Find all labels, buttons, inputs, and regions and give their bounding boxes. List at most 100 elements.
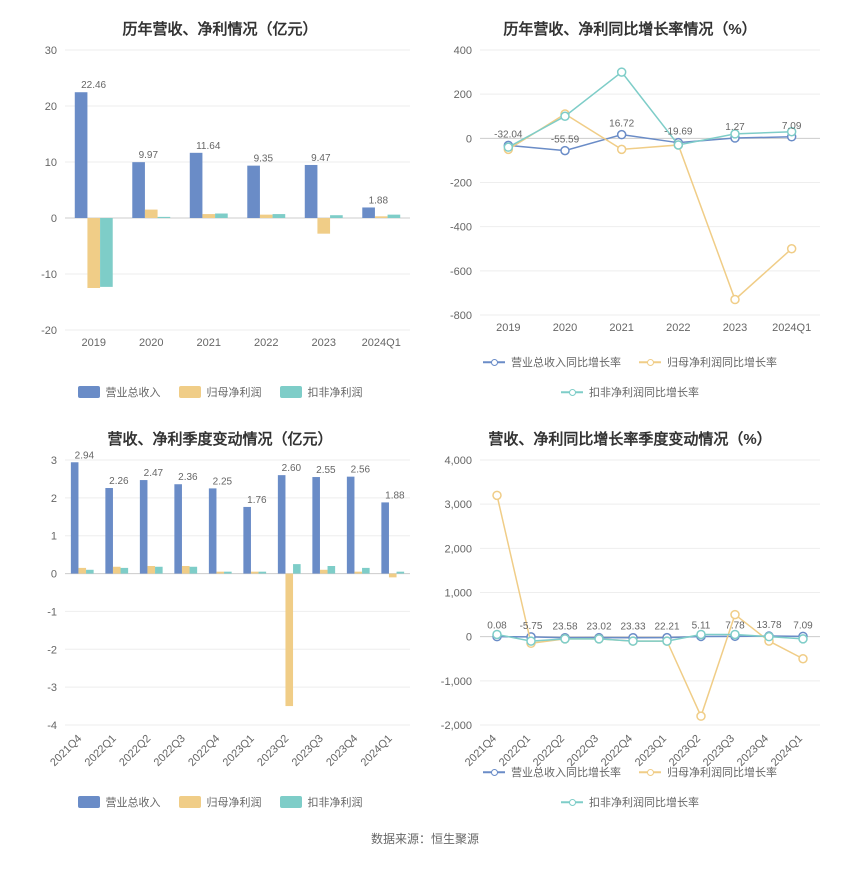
legend-item[interactable]: 营业总收入 — [78, 794, 161, 810]
legend-label: 归母净利润 — [207, 794, 262, 810]
chart-quarterly-revenue-profit: 营收、净利季度变动情况（亿元） -4-3-2-101232.942.262.47… — [20, 420, 420, 820]
svg-text:-32.04: -32.04 — [494, 129, 523, 140]
legend-item[interactable]: 归母净利润 — [179, 384, 262, 400]
svg-text:7.09: 7.09 — [793, 620, 813, 631]
legend-swatch-line — [561, 386, 583, 398]
svg-text:-10: -10 — [41, 269, 57, 281]
svg-text:2020: 2020 — [553, 322, 577, 334]
svg-text:2.26: 2.26 — [109, 476, 129, 487]
legend-swatch-bar — [280, 796, 302, 808]
data-source-label: 数据来源：恒生聚源 — [0, 820, 850, 861]
svg-text:2023Q4: 2023Q4 — [324, 733, 360, 769]
svg-text:-5.75: -5.75 — [520, 621, 543, 632]
svg-text:-400: -400 — [450, 222, 472, 234]
legend-label: 扣非净利润 — [308, 794, 363, 810]
svg-text:2022: 2022 — [254, 337, 278, 349]
svg-text:2022Q2: 2022Q2 — [117, 733, 153, 769]
svg-text:0.08: 0.08 — [487, 621, 507, 632]
legend-item[interactable]: 归母净利润同比增长率 — [639, 764, 777, 780]
legend-item[interactable]: 营业总收入 — [78, 384, 161, 400]
svg-text:22.46: 22.46 — [81, 80, 106, 91]
svg-text:2021Q4: 2021Q4 — [48, 733, 84, 769]
legend-label: 扣非净利润同比增长率 — [589, 794, 699, 810]
legend-swatch-bar — [78, 796, 100, 808]
svg-text:200: 200 — [454, 89, 472, 101]
svg-text:10: 10 — [45, 157, 57, 169]
svg-text:2021: 2021 — [197, 337, 221, 349]
svg-text:-200: -200 — [450, 178, 472, 190]
svg-text:9.35: 9.35 — [254, 154, 274, 165]
legend-item[interactable]: 归母净利润同比增长率 — [639, 354, 777, 370]
svg-text:30: 30 — [45, 45, 57, 57]
svg-text:5.11: 5.11 — [692, 620, 711, 631]
svg-text:2022Q1: 2022Q1 — [83, 733, 119, 769]
svg-text:2022: 2022 — [666, 322, 690, 334]
svg-text:2.36: 2.36 — [178, 472, 198, 483]
svg-text:2.25: 2.25 — [213, 476, 233, 487]
svg-text:2.60: 2.60 — [282, 463, 302, 474]
svg-text:-55.59: -55.59 — [551, 135, 580, 146]
svg-text:2019: 2019 — [82, 337, 106, 349]
legend-item[interactable]: 归母净利润 — [179, 794, 262, 810]
svg-text:3: 3 — [51, 455, 57, 467]
svg-text:2024Q1: 2024Q1 — [772, 322, 811, 334]
svg-text:3,000: 3,000 — [444, 499, 472, 511]
chart-svg: -2,000-1,00001,0002,0003,0004,0000.08-5.… — [480, 460, 820, 725]
svg-text:1.88: 1.88 — [385, 490, 405, 501]
svg-text:2.47: 2.47 — [144, 468, 164, 479]
svg-text:0: 0 — [466, 632, 472, 644]
svg-text:-1,000: -1,000 — [441, 676, 472, 688]
legend-item[interactable]: 扣非净利润同比增长率 — [561, 384, 699, 400]
legend: 营业总收入同比增长率 归母净利润同比增长率扣非净利润同比增长率 — [430, 764, 830, 810]
legend-item[interactable]: 扣非净利润 — [280, 794, 363, 810]
svg-text:23.58: 23.58 — [552, 622, 577, 633]
legend-label: 营业总收入 — [106, 384, 161, 400]
svg-text:-800: -800 — [450, 310, 472, 322]
svg-text:2.94: 2.94 — [75, 450, 95, 461]
svg-text:2023Q1: 2023Q1 — [221, 733, 257, 769]
svg-text:4,000: 4,000 — [444, 455, 472, 467]
svg-text:400: 400 — [454, 45, 472, 57]
chart-annual-revenue-profit: 历年营收、净利情况（亿元） -20-10010203022.469.9711.6… — [20, 10, 420, 410]
svg-text:23.02: 23.02 — [586, 622, 611, 633]
legend-item[interactable]: 营业总收入同比增长率 — [483, 354, 621, 370]
legend-label: 归母净利润 — [207, 384, 262, 400]
svg-text:2.55: 2.55 — [316, 465, 336, 476]
svg-text:7.78: 7.78 — [725, 620, 745, 631]
chart-svg: -800-600-400-2000200400-32.04-55.5916.72… — [480, 50, 820, 315]
svg-text:-600: -600 — [450, 266, 472, 278]
legend-item[interactable]: 扣非净利润同比增长率 — [561, 794, 699, 810]
svg-text:2024Q1: 2024Q1 — [362, 337, 401, 349]
svg-text:23.33: 23.33 — [620, 622, 645, 633]
svg-text:1: 1 — [51, 531, 57, 543]
svg-text:13.78: 13.78 — [756, 620, 781, 631]
svg-text:0: 0 — [51, 213, 57, 225]
svg-text:2019: 2019 — [496, 322, 520, 334]
svg-text:9.47: 9.47 — [311, 153, 331, 164]
svg-text:7.09: 7.09 — [782, 121, 802, 132]
chart-quarterly-growth-rate: 营收、净利同比增长率季度变动情况（%） -2,000-1,00001,0002,… — [430, 420, 830, 820]
svg-text:2022Q3: 2022Q3 — [152, 733, 188, 769]
plot-area: -800-600-400-2000200400-32.04-55.5916.72… — [480, 50, 820, 315]
legend: 营业总收入同比增长率 归母净利润同比增长率扣非净利润同比增长率 — [430, 354, 830, 400]
legend-label: 扣非净利润同比增长率 — [589, 384, 699, 400]
svg-text:2023Q2: 2023Q2 — [255, 733, 291, 769]
legend-swatch-line — [639, 766, 661, 778]
svg-text:22.21: 22.21 — [654, 622, 679, 633]
svg-text:1.76: 1.76 — [247, 495, 267, 506]
plot-area: -2,000-1,00001,0002,0003,0004,0000.08-5.… — [480, 460, 820, 725]
chart-svg: -20-10010203022.469.9711.649.359.471.882… — [65, 50, 410, 330]
svg-text:2022Q4: 2022Q4 — [186, 733, 222, 769]
legend-item[interactable]: 扣非净利润 — [280, 384, 363, 400]
legend-swatch-line — [639, 356, 661, 368]
legend-swatch-bar — [78, 386, 100, 398]
legend-item[interactable]: 营业总收入同比增长率 — [483, 764, 621, 780]
svg-text:2020: 2020 — [139, 337, 163, 349]
legend-swatch-line — [483, 766, 505, 778]
legend-label: 扣非净利润 — [308, 384, 363, 400]
svg-text:2,000: 2,000 — [444, 543, 472, 555]
svg-text:0: 0 — [466, 133, 472, 145]
svg-text:2023: 2023 — [723, 322, 747, 334]
svg-text:2.56: 2.56 — [351, 465, 371, 476]
legend-label: 归母净利润同比增长率 — [667, 354, 777, 370]
